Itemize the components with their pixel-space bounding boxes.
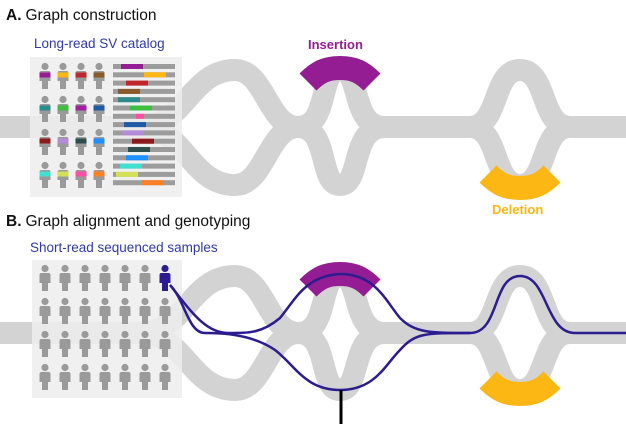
read-variant-segment — [116, 171, 138, 177]
sample-person — [39, 330, 51, 357]
sample-people — [39, 264, 171, 390]
read-variant-segment — [120, 163, 142, 169]
catalog-person — [57, 95, 69, 122]
sample-person — [139, 330, 151, 357]
sample-person — [99, 330, 111, 357]
panel-b-title: Graph alignment and genotyping — [25, 213, 251, 230]
sample-person — [59, 264, 71, 291]
catalog-person — [75, 95, 87, 122]
insertion-allele-a — [299, 55, 381, 91]
read-bar — [113, 64, 175, 69]
read-variant-segment — [121, 64, 143, 69]
sample-person — [159, 297, 171, 324]
catalog-person — [75, 128, 87, 155]
catalog-person — [93, 95, 105, 122]
haplotype-path-upper — [169, 272, 626, 335]
sample-person — [99, 264, 111, 291]
catalog-person — [57, 128, 69, 155]
insertion-label: Insertion — [308, 37, 363, 52]
read-variant-segment — [122, 130, 144, 136]
sample-person — [79, 264, 91, 291]
panel-b-heading: B. Graph alignment and genotyping — [6, 213, 250, 231]
sample-person — [39, 264, 51, 291]
catalog-person — [93, 128, 105, 155]
sample-person — [119, 297, 131, 324]
read-variant-segment — [144, 72, 166, 78]
read-variant-segment — [142, 180, 164, 186]
read-variant-segment — [126, 80, 148, 86]
sample-person — [59, 330, 71, 357]
sample-person — [79, 330, 91, 357]
catalog-person — [93, 161, 105, 188]
read-variant-segment — [126, 155, 148, 161]
sample-person — [139, 264, 151, 291]
highlighted-sample-person — [159, 264, 171, 291]
graph-a-lower-to-node — [233, 116, 300, 196]
panel-a-letter: A. — [6, 7, 22, 24]
catalog-person — [93, 62, 105, 89]
sample-person — [99, 297, 111, 324]
catalog-people — [39, 62, 105, 188]
insertion-allele-b — [299, 261, 381, 297]
sample-person — [139, 297, 151, 324]
sample-person — [39, 297, 51, 324]
deletion-allele-b — [479, 371, 561, 407]
catalog-person — [39, 161, 51, 188]
sample-person — [39, 363, 51, 390]
catalog-person — [39, 128, 51, 155]
alignment-paths — [169, 272, 626, 392]
sample-person — [59, 297, 71, 324]
read-bar — [113, 97, 175, 103]
deletion-allele-a — [479, 165, 561, 201]
catalog-person — [39, 95, 51, 122]
read-variant-segment — [136, 113, 144, 119]
sample-person — [119, 363, 131, 390]
read-variant-segment — [118, 88, 140, 94]
read-variant-segment — [130, 105, 152, 111]
panel-a-heading: A. Graph construction — [6, 7, 156, 25]
catalog-person — [57, 62, 69, 89]
panel-b-letter: B. — [6, 213, 22, 230]
catalog-reads — [113, 64, 175, 186]
sample-person — [139, 363, 151, 390]
read-variant-segment — [118, 97, 140, 103]
sample-person — [159, 330, 171, 357]
read-variant-segment — [124, 122, 146, 128]
sample-person — [119, 264, 131, 291]
sample-person — [59, 363, 71, 390]
haplotype-path-lower — [169, 284, 471, 392]
catalog-person — [75, 62, 87, 89]
panel-a-title: Graph construction — [25, 7, 157, 24]
sample-person — [119, 330, 131, 357]
graph-a-insertion-bubble-bottom — [296, 116, 387, 196]
read-bar — [113, 88, 175, 94]
panel-b-subtitle: Short-read sequenced samples — [30, 240, 218, 255]
graph-b-lower-to-node — [233, 322, 300, 401]
sample-person — [159, 363, 171, 390]
sample-person — [79, 363, 91, 390]
deletion-label: Deletion — [492, 202, 544, 217]
read-bar — [113, 163, 175, 169]
graph-b-deletion-bubble-bottom — [468, 322, 572, 401]
graph-a-deletion-bubble-top — [468, 59, 572, 138]
read-bar — [113, 171, 175, 177]
catalog-person — [39, 62, 51, 89]
read-variant-segment — [132, 138, 154, 144]
sample-person — [79, 297, 91, 324]
read-variant-segment — [128, 147, 150, 152]
panel-a-subtitle: Long-read SV catalog — [34, 36, 165, 51]
catalog-person — [57, 161, 69, 188]
catalog-person — [75, 161, 87, 188]
sample-person — [99, 363, 111, 390]
